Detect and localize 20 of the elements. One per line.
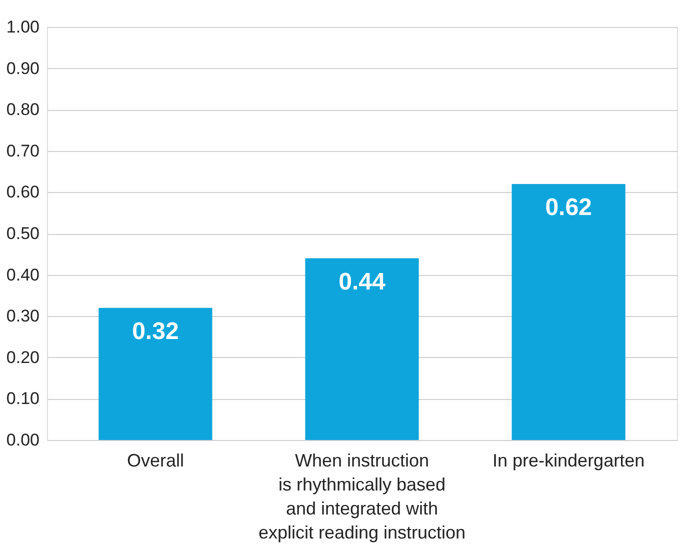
y-tick-label: 1.00 bbox=[6, 18, 40, 36]
y-tick-label: 0.30 bbox=[6, 306, 40, 326]
bar bbox=[98, 308, 212, 440]
y-tick-label: 0.80 bbox=[6, 100, 40, 120]
data-label: 0.44 bbox=[338, 268, 386, 296]
y-tick-label: 0.10 bbox=[6, 389, 40, 408]
data-label: 0.32 bbox=[132, 318, 179, 345]
y-tick-label: 0.40 bbox=[6, 265, 40, 284]
bar bbox=[305, 258, 419, 440]
x-tick-label: In pre-kindergarten bbox=[492, 450, 645, 470]
y-tick-label: 0.00 bbox=[6, 430, 40, 450]
bar bbox=[512, 184, 626, 440]
y-tick-label: 0.50 bbox=[6, 224, 40, 243]
y-tick-label: 0.60 bbox=[6, 182, 40, 202]
y-tick-label: 0.70 bbox=[6, 141, 40, 160]
y-tick-label: 0.90 bbox=[6, 58, 40, 78]
x-tick-label: When instruction is rhythmically based and integrated with explicit reading instruction bbox=[258, 450, 466, 542]
x-tick-label: Overall bbox=[126, 450, 184, 470]
y-tick-label: 0.20 bbox=[6, 348, 40, 367]
data-label: 0.62 bbox=[545, 194, 592, 221]
